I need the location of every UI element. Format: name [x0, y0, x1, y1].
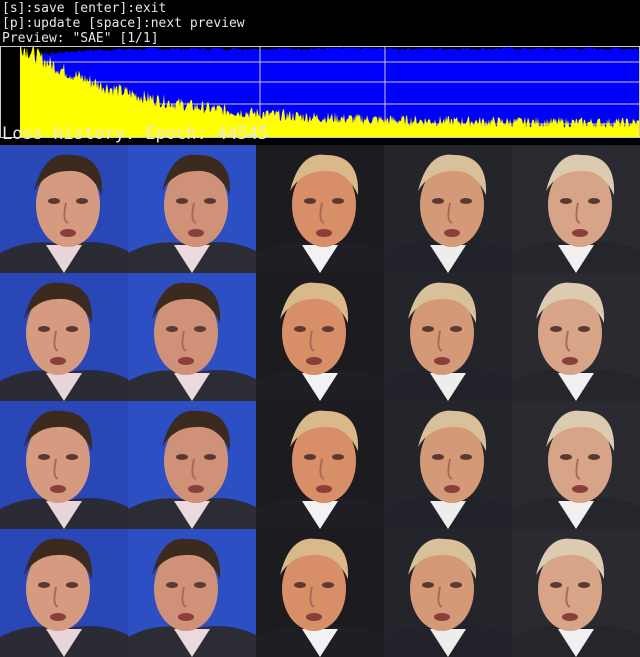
face-image	[128, 273, 256, 401]
face-image	[256, 529, 384, 657]
hint-save-exit: [s]:save [enter]:exit	[2, 1, 167, 16]
face-image	[512, 273, 640, 401]
preview-src-thumb	[0, 273, 128, 401]
face-image	[0, 529, 128, 657]
preview-src-reconstruction-thumb	[128, 145, 256, 273]
face-image	[256, 401, 384, 529]
preview-src-to-dst-swap-thumb	[512, 529, 640, 657]
face-image	[384, 401, 512, 529]
preview-dst-thumb	[256, 273, 384, 401]
loss-history-caption: Loss history. Epoch: 44545	[2, 124, 269, 144]
face-image	[128, 401, 256, 529]
face-image	[384, 529, 512, 657]
preview-dst-thumb	[256, 145, 384, 273]
preview-grid	[0, 145, 640, 657]
preview-src-thumb	[0, 145, 128, 273]
face-image	[256, 273, 384, 401]
preview-dst-thumb	[256, 529, 384, 657]
loss-history-graph	[0, 46, 640, 138]
face-image	[0, 401, 128, 529]
hint-update-next: [p]:update [space]:next preview	[2, 16, 245, 31]
loss-history-plot	[0, 46, 640, 138]
preview-dst-reconstruction-thumb	[384, 529, 512, 657]
preview-dst-thumb	[256, 401, 384, 529]
preview-src-to-dst-swap-thumb	[512, 145, 640, 273]
face-image	[512, 529, 640, 657]
preview-src-reconstruction-thumb	[128, 529, 256, 657]
preview-src-reconstruction-thumb	[128, 401, 256, 529]
preview-label: Preview: "SAE" [1/1]	[2, 31, 159, 46]
preview-dst-reconstruction-thumb	[384, 145, 512, 273]
preview-dst-reconstruction-thumb	[384, 401, 512, 529]
face-image	[384, 273, 512, 401]
preview-src-thumb	[0, 529, 128, 657]
preview-src-thumb	[0, 401, 128, 529]
preview-dst-reconstruction-thumb	[384, 273, 512, 401]
face-image	[256, 145, 384, 273]
preview-src-to-dst-swap-thumb	[512, 273, 640, 401]
face-image	[128, 145, 256, 273]
src-loss-area	[20, 46, 640, 138]
face-image	[512, 401, 640, 529]
face-image	[0, 273, 128, 401]
face-image	[0, 145, 128, 273]
face-image	[384, 145, 512, 273]
key-hints: [s]:save [enter]:exit [p]:update [space]…	[0, 0, 640, 46]
face-image	[512, 145, 640, 273]
face-image	[128, 529, 256, 657]
preview-src-reconstruction-thumb	[128, 273, 256, 401]
preview-src-to-dst-swap-thumb	[512, 401, 640, 529]
